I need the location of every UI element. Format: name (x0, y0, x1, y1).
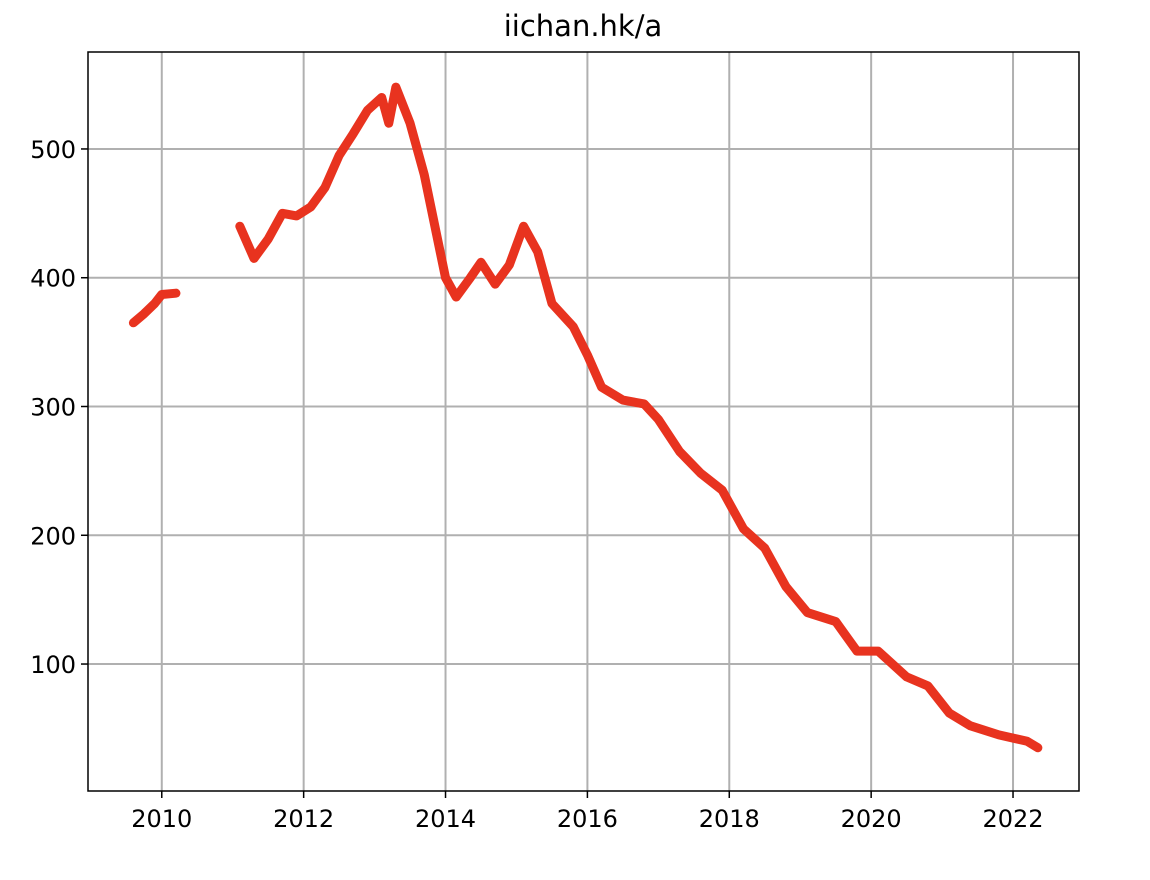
y-tick-label: 200 (30, 522, 76, 550)
plot-frame (87, 51, 1080, 792)
x-tick-label: 2016 (557, 805, 618, 833)
x-tick-label: 2014 (415, 805, 476, 833)
x-tick-label: 2020 (841, 805, 902, 833)
y-tick-label: 100 (30, 651, 76, 679)
x-tick-label: 2022 (982, 805, 1043, 833)
y-tick-label: 300 (30, 393, 76, 421)
x-tick-label: 2010 (131, 805, 192, 833)
chart-title: iichan.hk/a (504, 9, 663, 43)
y-tick-label: 400 (30, 265, 76, 293)
x-tick-label: 2018 (699, 805, 760, 833)
x-tick-label: 2012 (273, 805, 334, 833)
y-tick-label: 500 (30, 136, 76, 164)
line (128, 82, 1043, 753)
